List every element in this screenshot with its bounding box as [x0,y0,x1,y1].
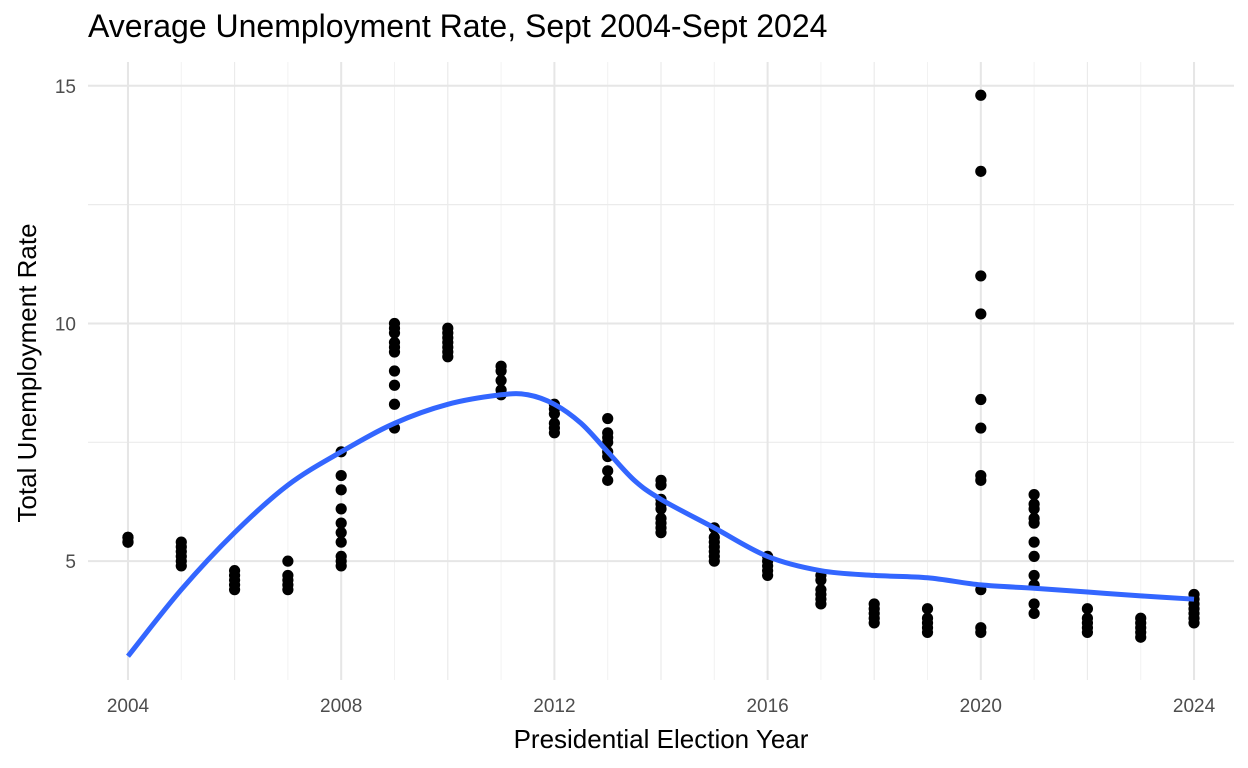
data-point [815,598,827,610]
data-point [921,626,934,639]
y-tick-label: 15 [55,77,76,98]
data-point [655,503,667,515]
data-point [1028,569,1040,582]
data-point [335,527,347,539]
data-point [335,560,347,572]
data-point [335,484,347,496]
data-point [868,617,880,629]
x-tick-label: 2008 [320,696,362,717]
data-point [228,584,241,596]
data-point [282,584,294,596]
data-point [975,89,987,101]
x-axis-title: Presidential Election Year [514,724,809,754]
data-point [282,555,294,567]
x-tick-label: 2024 [1173,696,1216,717]
x-tick-label: 2016 [746,696,788,717]
data-point [602,474,614,486]
data-point [1028,489,1040,501]
smooth-trend-line [126,391,1195,658]
data-point [1028,550,1040,563]
major-gridlines [88,62,1234,680]
data-point [548,408,560,420]
data-point [1028,536,1040,548]
data-point [1028,517,1040,529]
data-point [655,479,667,491]
data-point [1188,617,1200,629]
data-point [975,165,987,177]
data-point [1028,503,1040,515]
x-tick-label: 2020 [960,696,1002,717]
data-point [335,469,347,482]
data-point [1081,603,1094,615]
data-point [975,422,987,434]
data-point [388,365,401,377]
data-point [708,555,720,567]
y-tick-label: 10 [55,314,76,335]
data-point [1028,607,1040,620]
data-point [335,517,347,529]
data-point [335,536,347,548]
data-point [388,379,401,391]
data-point [975,308,987,320]
y-axis-title: Total Unemployment Rate [12,223,42,522]
x-tick-label: 2012 [533,696,575,717]
data-point [975,474,987,486]
data-point [388,327,401,339]
minor-gridlines [88,62,1234,680]
data-point [1028,598,1040,610]
data-point [548,427,560,439]
data-point [388,398,401,410]
data-point [602,412,614,425]
data-point [975,270,987,282]
data-point [388,346,401,358]
y-tick-label: 5 [65,552,76,573]
data-point [975,393,987,406]
data-point [921,603,934,615]
data-point [122,531,134,543]
data-point [495,365,507,377]
y-axis-tick-labels: 5 10 15 [55,77,76,573]
data-point [655,527,667,539]
data-point [335,503,347,515]
data-points [122,89,1200,643]
data-point [975,626,987,639]
data-point [762,569,774,582]
data-point [495,374,507,387]
data-point [1081,626,1094,639]
data-point [442,351,454,363]
chart-title: Average Unemployment Rate, Sept 2004-Sep… [88,8,828,44]
data-point [602,465,614,477]
data-point [815,574,827,586]
x-axis-tick-labels: 2004 2008 2012 2016 2020 2024 [107,696,1216,717]
x-tick-label: 2004 [107,696,150,717]
data-point [1135,631,1147,643]
data-point [175,560,187,572]
